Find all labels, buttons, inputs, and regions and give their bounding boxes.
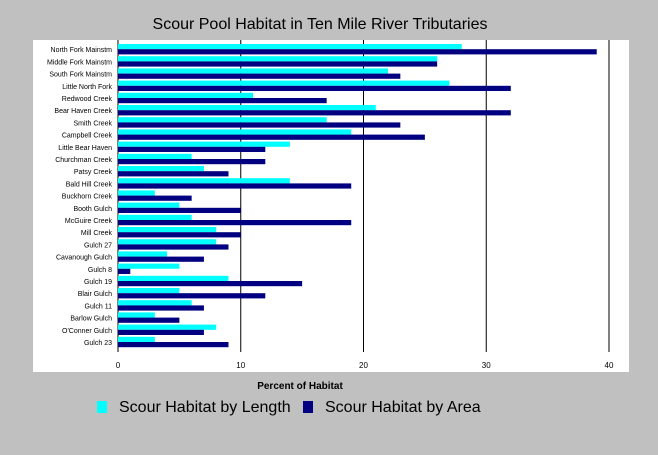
x-tick-label: 0 [116,361,121,370]
bar-length [118,80,450,86]
category-label: Gulch 27 [84,242,112,249]
bar-area [118,159,266,165]
x-tick-label: 40 [605,361,614,370]
category-label: Little North Fork [62,84,112,91]
category-label: Middle Fork Mainstm [47,59,112,66]
category-label: Barlow Gulch [70,316,112,323]
category-label: Patsy Creek [74,169,113,176]
bar-area [118,49,597,55]
bar-length [118,324,217,330]
bar-length [118,288,180,294]
bar-length [118,166,204,172]
bar-area [118,244,229,250]
category-label: Gulch 23 [84,340,112,347]
bar-length [118,214,192,220]
bar-length [118,129,352,135]
bar-length [118,105,376,111]
bar-area [118,98,327,104]
bar-chart: Scour Pool Habitat in Ten Mile River Tri… [33,16,629,392]
bar-length [118,239,217,245]
bar-length [118,336,155,342]
category-label: Mill Creek [81,230,113,237]
category-label: Smith Creek [73,120,112,127]
bar-length [118,44,462,50]
bar-length [118,153,192,159]
legend-label-length: Scour Habitat by Length [119,399,291,416]
bars [118,44,597,348]
category-label: Buckhorn Creek [62,194,113,201]
category-labels: North Fork Mainstm Middle Fork Mainstm Sou… [47,47,112,347]
bar-area [118,232,241,238]
bar-length [118,202,180,208]
bar-area [118,122,401,128]
category-label: Gulch 19 [84,279,112,286]
category-label: South Fork Mainstm [49,72,112,79]
bar-area [118,268,131,274]
category-label: Bear Haven Creek [54,108,112,115]
gridlines [117,40,610,352]
bar-area [118,61,438,67]
category-label: Redwood Creek [62,96,113,103]
x-axis-label: Percent of Habitat [257,381,343,392]
bar-length [118,141,290,147]
bar-length [118,300,192,306]
bar-area [118,110,511,116]
category-label: North Fork Mainstm [51,47,113,54]
chart-title: Scour Pool Habitat in Ten Mile River Tri… [153,16,488,33]
bar-area [118,281,303,287]
bar-length [118,227,217,233]
bar-length [118,68,389,74]
bar-length [118,312,155,318]
category-label: Little Bear Haven [58,145,112,152]
category-label: Blair Gulch [78,291,112,298]
bar-length [118,178,290,184]
category-label: O'Conner Gulch [62,328,112,335]
x-tick-label: 10 [236,361,245,370]
category-label: Gulch 8 [88,267,112,274]
bar-area [118,305,204,311]
legend-swatch-area [303,401,313,413]
bar-area [118,183,352,189]
x-tick-labels: 0 10 20 30 40 [116,361,614,370]
category-label: Booth Gulch [73,206,112,213]
bar-area [118,134,425,140]
category-label: Bald Hill Creek [66,181,113,188]
bar-area [118,342,229,348]
category-label: Churchman Creek [55,157,112,164]
bar-area [118,220,352,226]
bar-area [118,293,266,299]
bar-area [118,85,511,91]
category-label: Cavanough Gulch [56,255,112,262]
x-tick-label: 30 [482,361,491,370]
bar-area [118,256,204,262]
legend-swatch-length [97,401,107,413]
bar-length [118,56,438,62]
bar-length [118,275,229,281]
category-label: Gulch 11 [85,303,113,310]
bar-area [118,207,241,213]
bar-length [118,251,168,257]
bar-area [118,329,204,335]
category-label: Campbell Creek [62,133,113,140]
bar-length [118,117,327,123]
bar-area [118,195,192,201]
bar-area [118,317,180,323]
category-label: McGuire Creek [65,218,113,225]
legend-label-area: Scour Habitat by Area [325,399,481,416]
bar-area [118,171,229,177]
x-tick-label: 20 [359,361,368,370]
bar-length [118,92,254,98]
bar-length [118,263,180,269]
bar-area [118,73,401,79]
bar-area [118,146,266,152]
bar-length [118,190,155,196]
